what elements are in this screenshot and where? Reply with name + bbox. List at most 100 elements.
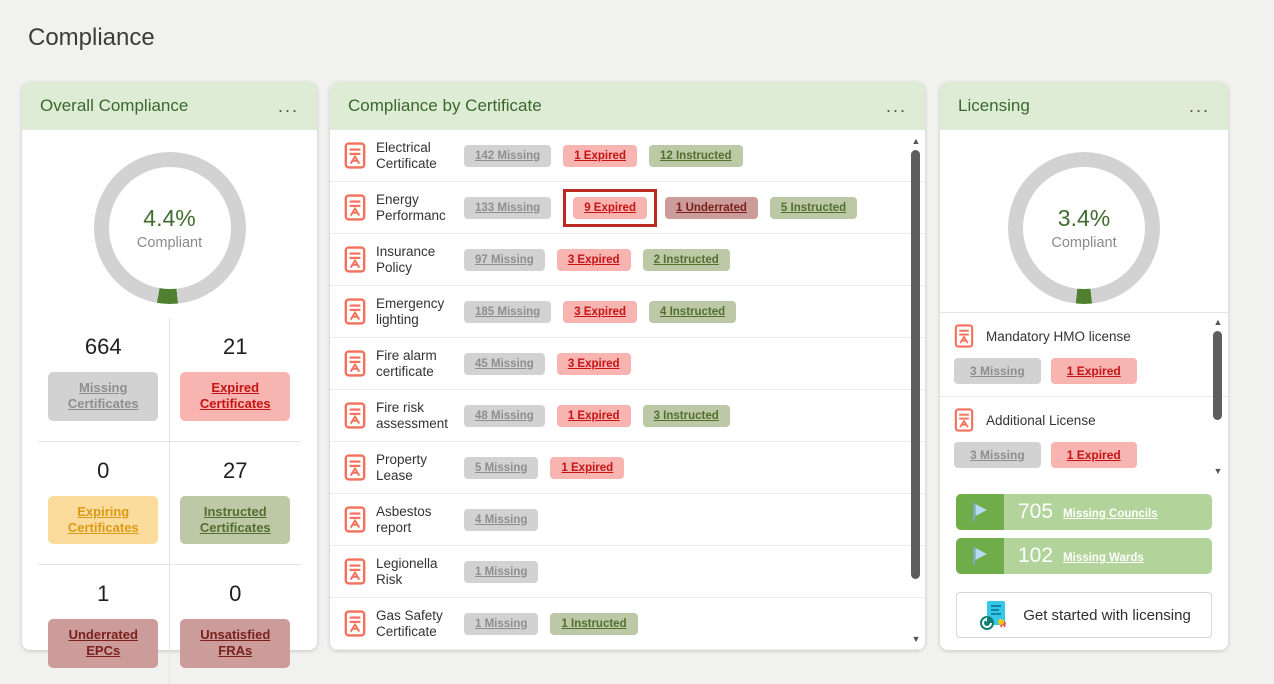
- certificate-icon: [954, 408, 974, 432]
- certificates-scrollbar[interactable]: ▲ ▼: [909, 136, 923, 644]
- license-count-badge[interactable]: 3 Missing: [954, 358, 1041, 384]
- licensing-donut-center: 3.4% Compliant: [1008, 152, 1160, 304]
- stat-value: 0: [97, 457, 110, 483]
- overall-compliance-percent: 4.4%: [143, 205, 196, 231]
- bar-value: 705: [1018, 500, 1054, 523]
- certificate-count-badge[interactable]: 2 Instructed: [642, 248, 730, 271]
- licensing-sublabel: Compliant: [1051, 235, 1117, 251]
- licensing-menu-ellipsis-icon[interactable]: ...: [1188, 96, 1210, 116]
- stat-value: 664: [84, 334, 122, 359]
- certificate-row: Fire alarm certificate 45 Missing 3 Expire…: [330, 338, 925, 390]
- stat-value: 27: [223, 457, 248, 483]
- certificate-icon: [344, 142, 366, 169]
- certificate-count-badge[interactable]: 97 Missing: [464, 248, 545, 271]
- certificate-count-badge[interactable]: 3 Instructed: [642, 404, 730, 427]
- certificate-name: Energy Performanc: [376, 191, 446, 223]
- certificate-icon: [344, 350, 366, 377]
- certificate-count-badge[interactable]: 142 Missing: [464, 144, 552, 167]
- license-item: Mandatory HMO license 3 Missing 1 Expired: [940, 313, 1228, 397]
- certificate-count-badge[interactable]: 1 Missing: [464, 560, 539, 583]
- certificate-icon: [344, 246, 366, 273]
- license-item-head: Mandatory HMO license: [954, 324, 1214, 348]
- certificate-count-badge[interactable]: 4 Missing: [464, 508, 539, 531]
- certificate-count-badge[interactable]: 1 Expired: [556, 404, 631, 427]
- bar-label-link[interactable]: Missing Wards: [1063, 551, 1144, 564]
- certificate-name: Asbestos report: [376, 503, 432, 535]
- stat-badge[interactable]: Expiring Certificates: [48, 495, 159, 544]
- certificate-name: Property Lease: [376, 451, 428, 483]
- license-count-badge[interactable]: 1 Expired: [1050, 358, 1137, 384]
- licensing-donut-wrap: 3.4% Compliant: [940, 130, 1228, 304]
- certificate-count-badge[interactable]: 5 Instructed: [769, 196, 858, 219]
- license-count-badge[interactable]: 1 Expired: [1050, 442, 1137, 468]
- certificate-count-badge[interactable]: 5 Missing: [464, 456, 539, 479]
- certificate-count-badge[interactable]: 1 Missing: [464, 612, 539, 635]
- certificate-row: Insurance Policy 97 Missing 3 Expired 2 Ins…: [330, 234, 925, 286]
- license-count-badge[interactable]: 3 Missing: [954, 442, 1041, 468]
- page-title: Compliance: [28, 24, 155, 51]
- scrollbar-track[interactable]: [909, 146, 923, 634]
- scroll-up-icon[interactable]: ▲: [1213, 317, 1223, 327]
- flag-icon: [956, 538, 1004, 574]
- overall-compliance-header: Overall Compliance ...: [22, 82, 317, 130]
- stat-badge[interactable]: Underrated EPCs: [48, 619, 159, 668]
- stat-value: 1: [97, 581, 110, 606]
- licensing-scrollbar[interactable]: ▲ ▼: [1211, 317, 1225, 476]
- bar-label-link[interactable]: Missing Councils: [1063, 507, 1158, 520]
- certificate-icon: [344, 402, 366, 429]
- certificate-count-badge[interactable]: 185 Missing: [464, 300, 552, 323]
- get-started-licensing-button[interactable]: Get started with licensing: [956, 592, 1212, 638]
- scroll-down-icon[interactable]: ▼: [1213, 466, 1223, 476]
- license-name: Mandatory HMO license: [986, 328, 1131, 344]
- certificate-name: Gas Safety Certificate: [376, 607, 443, 639]
- scroll-down-icon[interactable]: ▼: [911, 634, 921, 644]
- certificate-count-badge[interactable]: 3 Expired: [556, 248, 631, 271]
- certificate-icon: [344, 194, 366, 221]
- stat-badge[interactable]: Instructed Certificates: [180, 495, 291, 544]
- stat-value: 0: [229, 581, 242, 606]
- bar-value: 102: [1018, 544, 1054, 567]
- certificate-count-badge[interactable]: 12 Instructed: [648, 144, 743, 167]
- overall-stats-grid: 664 Missing Certificates 21 Expired Certifi…: [38, 318, 301, 684]
- certificate-count-badge[interactable]: 1 Expired: [550, 456, 625, 479]
- certificate-icon: [344, 142, 366, 169]
- certificate-count-badge[interactable]: 3 Expired: [556, 352, 631, 375]
- licensing-title: Licensing: [958, 96, 1030, 115]
- certificate-count-badge[interactable]: 9 Expired: [573, 196, 647, 219]
- stat-cell: 0 Expiring Certificates: [38, 440, 170, 564]
- scroll-up-icon[interactable]: ▲: [911, 136, 921, 146]
- flag-icon: [973, 547, 987, 565]
- certificate-name: Electrical Certificate: [376, 139, 437, 171]
- flag-icon: [956, 494, 1004, 530]
- scrollbar-thumb[interactable]: [1213, 331, 1222, 420]
- overall-compliance-title: Overall Compliance: [40, 96, 189, 115]
- certificate-icon: [344, 454, 366, 481]
- certificate-icon: [344, 350, 366, 377]
- stat-badge[interactable]: Expired Certificates: [180, 372, 291, 421]
- certificate-count-badge[interactable]: 3 Expired: [563, 300, 637, 323]
- certificate-count-badge[interactable]: 1 Expired: [563, 144, 637, 167]
- certificates-list: Electrical Certificate 142 Missing 1 Expir…: [330, 130, 925, 650]
- licensing-panel: Licensing ... 3.4% Compliant Mandatory H…: [940, 82, 1228, 650]
- missing-geo-bar[interactable]: 102 Missing Wards: [956, 538, 1212, 574]
- certificates-menu-ellipsis-icon[interactable]: ...: [885, 96, 907, 116]
- get-started-licensing-label: Get started with licensing: [1023, 606, 1191, 624]
- certificate-count-badge[interactable]: 4 Instructed: [648, 300, 737, 323]
- stat-badge[interactable]: Missing Certificates: [48, 372, 159, 421]
- scrollbar-thumb[interactable]: [911, 150, 920, 580]
- scrollbar-track[interactable]: [1211, 327, 1225, 466]
- missing-geo-bar[interactable]: 705 Missing Councils: [956, 494, 1212, 530]
- stat-cell: 664 Missing Certificates: [38, 318, 170, 441]
- overall-menu-ellipsis-icon[interactable]: ...: [277, 96, 299, 116]
- certificate-count-badge[interactable]: 1 Instructed: [550, 612, 638, 635]
- certificate-name: Legionella Risk: [376, 555, 438, 587]
- certificate-icon: [344, 558, 366, 585]
- certificate-count-badge[interactable]: 48 Missing: [464, 404, 545, 427]
- stat-badge[interactable]: Unsatisfied FRAs: [180, 619, 291, 668]
- certificate-count-badge[interactable]: 45 Missing: [464, 352, 545, 375]
- certificate-row: Legionella Risk 1 Missing: [330, 546, 925, 598]
- certificate-icon: [344, 610, 366, 637]
- certificate-icon: [954, 408, 974, 432]
- certificate-count-badge[interactable]: 1 Underrated: [664, 196, 758, 219]
- certificate-count-badge[interactable]: 133 Missing: [464, 196, 552, 219]
